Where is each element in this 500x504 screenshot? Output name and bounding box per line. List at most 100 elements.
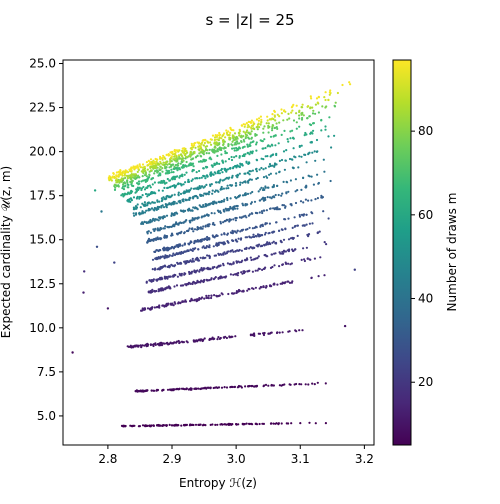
data-point — [199, 281, 202, 284]
data-point — [148, 184, 151, 187]
data-point — [185, 155, 188, 158]
data-point — [286, 280, 289, 283]
data-point — [222, 140, 225, 143]
data-point — [156, 343, 159, 346]
data-point — [246, 289, 249, 292]
data-point — [202, 215, 205, 218]
data-point — [324, 125, 327, 128]
data-point — [126, 177, 130, 180]
data-point — [197, 141, 201, 144]
data-point — [152, 208, 155, 211]
data-point — [295, 121, 298, 124]
data-point — [141, 221, 144, 224]
data-point — [184, 299, 187, 302]
data-point — [170, 168, 173, 171]
data-point — [319, 256, 322, 259]
data-point — [163, 197, 166, 200]
data-point — [191, 299, 194, 302]
data-point — [283, 250, 286, 253]
data-point — [202, 225, 205, 228]
data-point — [130, 166, 133, 169]
data-point — [294, 178, 297, 181]
data-point — [303, 224, 306, 227]
data-point — [151, 192, 154, 195]
data-point — [265, 175, 268, 178]
data-point — [206, 237, 210, 241]
data-point — [149, 343, 152, 347]
data-point — [219, 423, 222, 426]
data-point — [295, 104, 298, 107]
data-point — [181, 251, 185, 255]
data-point — [210, 296, 213, 300]
data-point — [260, 186, 263, 189]
data-point — [197, 148, 200, 151]
data-point — [262, 199, 265, 202]
data-point — [159, 181, 162, 184]
data-point — [184, 164, 187, 167]
data-point — [181, 175, 184, 178]
data-point — [243, 145, 246, 148]
data-point — [314, 198, 317, 201]
data-point — [233, 156, 236, 159]
data-point — [205, 193, 208, 196]
data-point — [177, 388, 180, 391]
data-point — [182, 209, 185, 212]
data-point — [281, 204, 284, 207]
data-point — [248, 226, 251, 229]
data-point — [235, 155, 238, 158]
data-point — [231, 239, 234, 242]
data-point — [174, 151, 177, 154]
data-point — [170, 203, 173, 206]
data-point — [153, 343, 157, 346]
data-point — [161, 424, 164, 427]
data-point — [106, 307, 110, 310]
data-point — [254, 422, 257, 425]
data-point — [253, 258, 256, 261]
data-point — [301, 103, 304, 106]
data-point — [246, 258, 249, 261]
data-point — [236, 176, 239, 179]
data-point — [179, 162, 182, 165]
data-point — [147, 209, 150, 212]
data-point — [244, 172, 247, 175]
data-point — [176, 261, 179, 264]
x-axis: 2.8 2.9 3.0 3.1 3.2 — [98, 445, 374, 466]
data-point — [172, 200, 175, 203]
data-point — [197, 248, 200, 251]
data-point — [277, 193, 280, 197]
data-point — [197, 227, 200, 231]
data-point — [260, 120, 263, 123]
data-point — [218, 142, 221, 145]
data-point — [210, 277, 213, 280]
data-point — [187, 249, 190, 252]
data-point — [188, 154, 191, 157]
data-point — [149, 158, 153, 161]
data-point — [276, 113, 279, 116]
data-point — [258, 267, 261, 271]
data-point — [289, 130, 292, 133]
data-point — [255, 118, 259, 121]
data-point — [229, 273, 232, 276]
data-point — [222, 241, 225, 244]
data-point — [202, 186, 205, 189]
data-point — [136, 390, 139, 393]
data-point — [266, 115, 269, 118]
data-point — [196, 196, 199, 200]
data-point — [163, 264, 166, 267]
data-point — [249, 121, 252, 124]
data-point — [274, 119, 277, 122]
data-point — [307, 383, 310, 386]
data-point — [237, 194, 240, 198]
data-point — [262, 158, 265, 161]
data-point — [248, 137, 251, 140]
data-point — [148, 163, 151, 166]
data-point — [243, 247, 246, 250]
data-point — [300, 383, 303, 386]
data-point — [192, 196, 195, 199]
data-point — [311, 222, 314, 225]
data-point — [124, 424, 127, 428]
data-point — [312, 183, 315, 186]
data-point — [183, 260, 186, 263]
data-point — [150, 163, 153, 166]
